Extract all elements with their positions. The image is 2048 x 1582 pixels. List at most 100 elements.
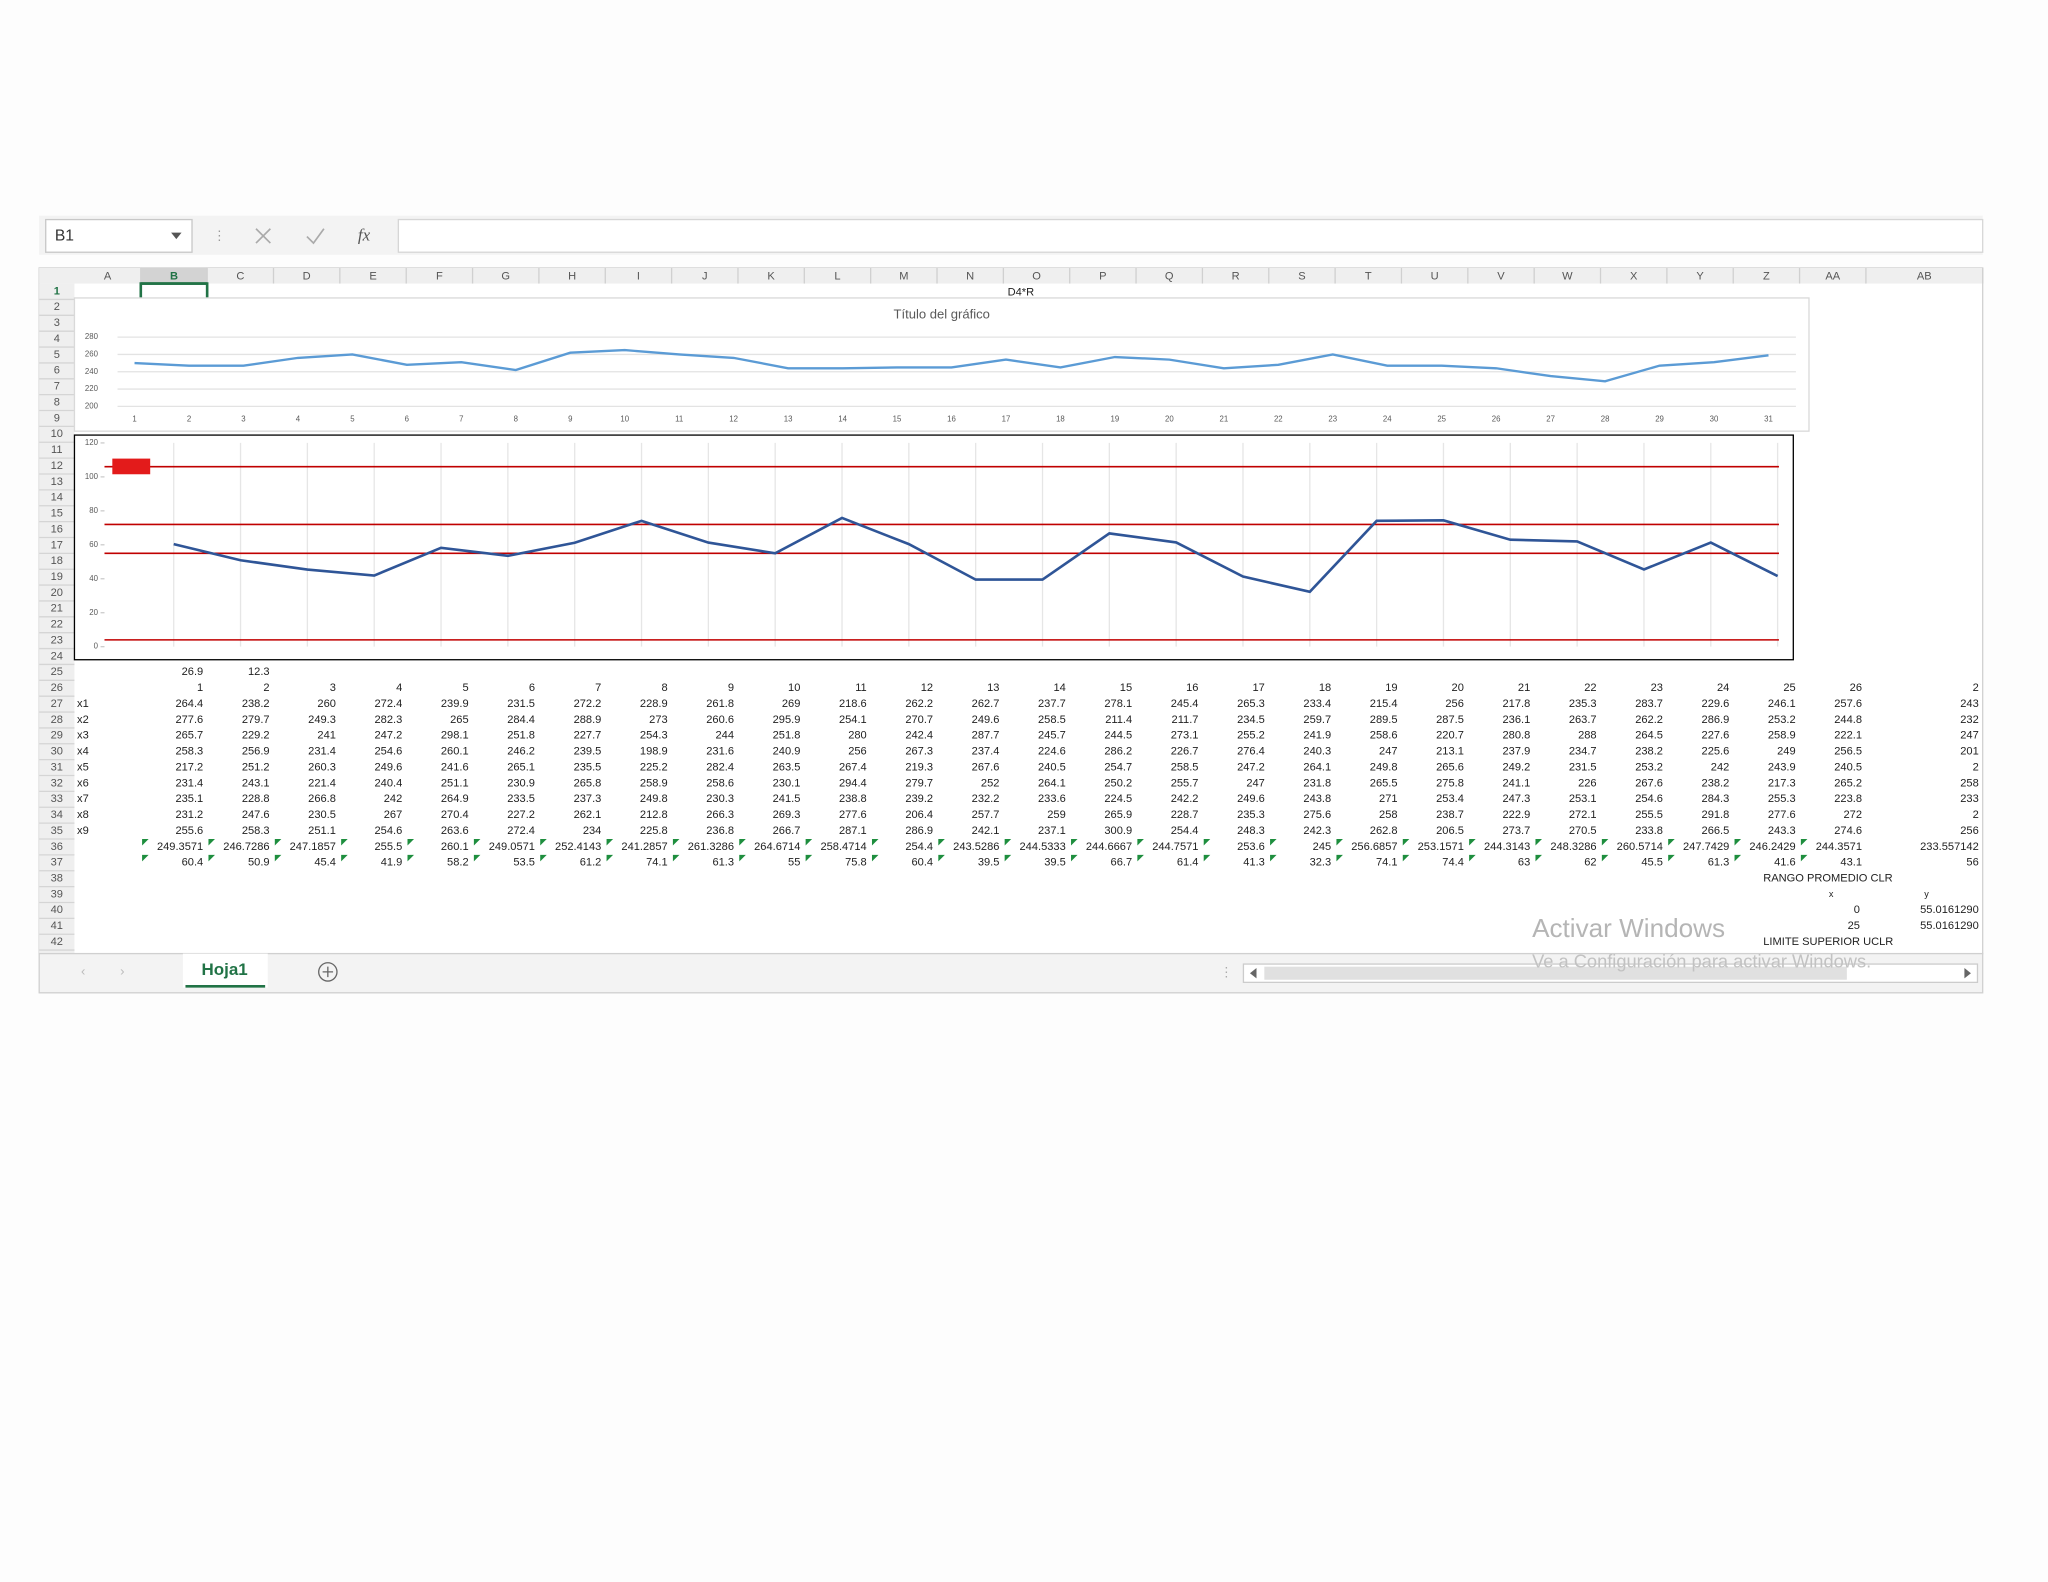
cell-text: 223.8 [1834, 793, 1862, 805]
cell-text: 245.4 [1171, 698, 1199, 710]
cell-text: 233.8 [1635, 825, 1663, 837]
x-tick-label: 8 [514, 414, 519, 423]
cell-text: 60.4 [912, 857, 934, 869]
cell-text: 14 [1053, 682, 1065, 694]
row-number: 3 [54, 317, 60, 329]
cell-text: 241.6 [441, 761, 469, 773]
formula-input[interactable] [397, 218, 1984, 253]
enter-icon[interactable] [306, 228, 325, 245]
cell-text: 211.4 [1105, 714, 1132, 726]
cell-text: 258.9 [1768, 730, 1796, 742]
cell-text: 39.5 [1044, 857, 1066, 869]
cell-text: 259.7 [1303, 714, 1331, 726]
cell-text: 253.2 [1635, 761, 1663, 773]
cell-text: 280 [848, 730, 867, 742]
cell-text: 240.5 [1038, 761, 1066, 773]
sheet-tab-label[interactable]: Hoja1 [202, 960, 248, 979]
cell-text: 253.1571 [1418, 841, 1464, 853]
cell-text: 256 [848, 746, 867, 758]
row-label: x8 [77, 809, 89, 821]
cell-text: 243 [1960, 698, 1979, 710]
row-number: 13 [51, 476, 63, 488]
cell-text: 265.1 [507, 761, 535, 773]
cancel-icon[interactable] [255, 228, 271, 244]
x-tick-label: 3 [241, 414, 246, 423]
cell-text: 252 [981, 777, 1000, 789]
cell-text: 225.8 [640, 825, 668, 837]
column-header: B [170, 270, 178, 282]
scroll-left[interactable] [1249, 967, 1257, 979]
cell-text: 255.2 [1237, 730, 1265, 742]
data-line [173, 516, 1779, 594]
error-indicator [407, 839, 415, 846]
cell-text: 267 [384, 809, 403, 821]
cell-text: 288 [1578, 730, 1597, 742]
add-sheet[interactable] [318, 962, 338, 982]
h-scroll-thumb[interactable] [1264, 966, 1847, 980]
cell-text: 291.8 [1702, 809, 1730, 821]
row-number: 11 [51, 444, 63, 456]
cell-text: 270.4 [441, 809, 469, 821]
row-number: 37 [51, 857, 63, 869]
cell-text: 234.7 [1569, 746, 1597, 758]
cell-text: 247.2 [375, 730, 403, 742]
scroll-right[interactable] [1964, 967, 1971, 979]
cell-text: 26.9 [182, 666, 204, 678]
cell-text: 224.6 [1038, 746, 1066, 758]
cell-text: 228.7 [1171, 809, 1199, 821]
separator-dots: ⋮ [213, 228, 226, 243]
cell-text: 284.3 [1702, 793, 1730, 805]
fx-icon[interactable]: fx [358, 225, 371, 244]
cell-text: 287.1 [839, 825, 867, 837]
cell-text: 242 [1711, 761, 1730, 773]
column-header: I [637, 270, 640, 282]
next-sheet[interactable]: › [120, 963, 124, 978]
cell-text: 220.7 [1436, 730, 1464, 742]
row-number: 42 [51, 936, 63, 948]
cell-text: 55.0161290 [1920, 920, 1979, 932]
row-number: 8 [54, 396, 60, 408]
row-number: 17 [51, 539, 63, 551]
prev-sheet[interactable]: ‹ [81, 963, 85, 978]
row-number: 9 [54, 412, 60, 424]
tab-split-dots[interactable]: ⋮ [1220, 965, 1233, 980]
error-indicator [473, 839, 481, 846]
chart-label-box [112, 458, 151, 475]
cell-text: 237.9 [1502, 746, 1530, 758]
cell-text: 230.3 [706, 793, 734, 805]
cell-text: 251.8 [507, 730, 535, 742]
cell-text: 249.6 [972, 714, 1000, 726]
cell-text: 62 [1584, 857, 1596, 869]
sheet-tab[interactable] [182, 953, 268, 988]
cell-text: 287.7 [972, 730, 1000, 742]
cell-text: 249.8 [1370, 761, 1398, 773]
row-number: 6 [54, 365, 60, 377]
cell-text: 5 [462, 682, 468, 694]
cell-text: 201 [1960, 746, 1979, 758]
cell-text: 219.3 [905, 761, 933, 773]
cell-text: 256.5 [1834, 746, 1862, 758]
cell-text: 4 [396, 682, 402, 694]
dropdown-arrow[interactable] [171, 232, 182, 240]
cell-text: 276.4 [1237, 746, 1265, 758]
cell-text: 6 [529, 682, 535, 694]
cell-text: 19 [1385, 682, 1397, 694]
cell-text: 53.5 [513, 857, 535, 869]
cell-text: 235.3 [1569, 698, 1597, 710]
x-tick-label: 29 [1655, 414, 1664, 423]
sheet-layer: A B C D E F G H I J K L M N O P Q R S T U V W X Y Z AA AB1234567891… [39, 267, 1984, 951]
x-tick-label: 15 [893, 414, 902, 423]
error-indicator [1071, 839, 1078, 846]
cell-text: 3 [330, 682, 336, 694]
cell-text: 218.6 [839, 698, 867, 710]
x-tick-label: 18 [1056, 414, 1065, 423]
column-header: M [899, 270, 908, 282]
cell-text: 250.2 [1104, 777, 1132, 789]
row-number: 27 [51, 698, 63, 710]
name-box[interactable] [45, 218, 193, 253]
row-number: 29 [51, 730, 63, 742]
cell-text: 7 [595, 682, 601, 694]
cell-text: 277.6 [839, 809, 867, 821]
error-indicator [739, 839, 746, 846]
